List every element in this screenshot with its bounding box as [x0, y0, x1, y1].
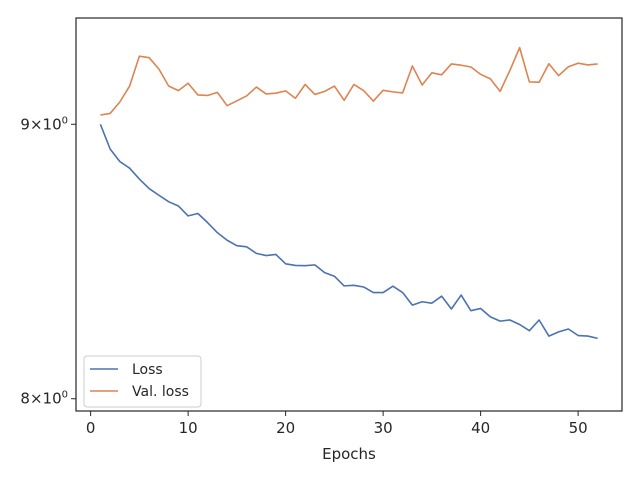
x-tick-label: 0 — [86, 419, 96, 437]
plot-area — [75, 17, 623, 412]
y-tick-label: 8×100 — [20, 390, 68, 408]
y-axis-ticks: 8×100 9×100 — [20, 115, 76, 408]
x-axis-ticks: 0 10 20 30 40 50 — [86, 411, 588, 437]
series-layer — [99, 46, 598, 340]
x-tick-label: 30 — [374, 419, 393, 437]
x-tick-label: 10 — [179, 419, 198, 437]
legend-label-val-loss: Val. loss — [132, 384, 189, 400]
series-line-loss — [99, 123, 598, 340]
legend-label-loss: Loss — [132, 362, 163, 378]
x-axis-label: Epochs — [322, 445, 376, 463]
y-tick-label: 9×100 — [20, 115, 68, 133]
series-line-val-loss — [100, 46, 598, 116]
x-tick-label: 40 — [471, 419, 490, 437]
x-tick-label: 20 — [276, 419, 295, 437]
x-tick-label: 50 — [569, 419, 588, 437]
legend: Loss Val. loss — [83, 355, 202, 408]
